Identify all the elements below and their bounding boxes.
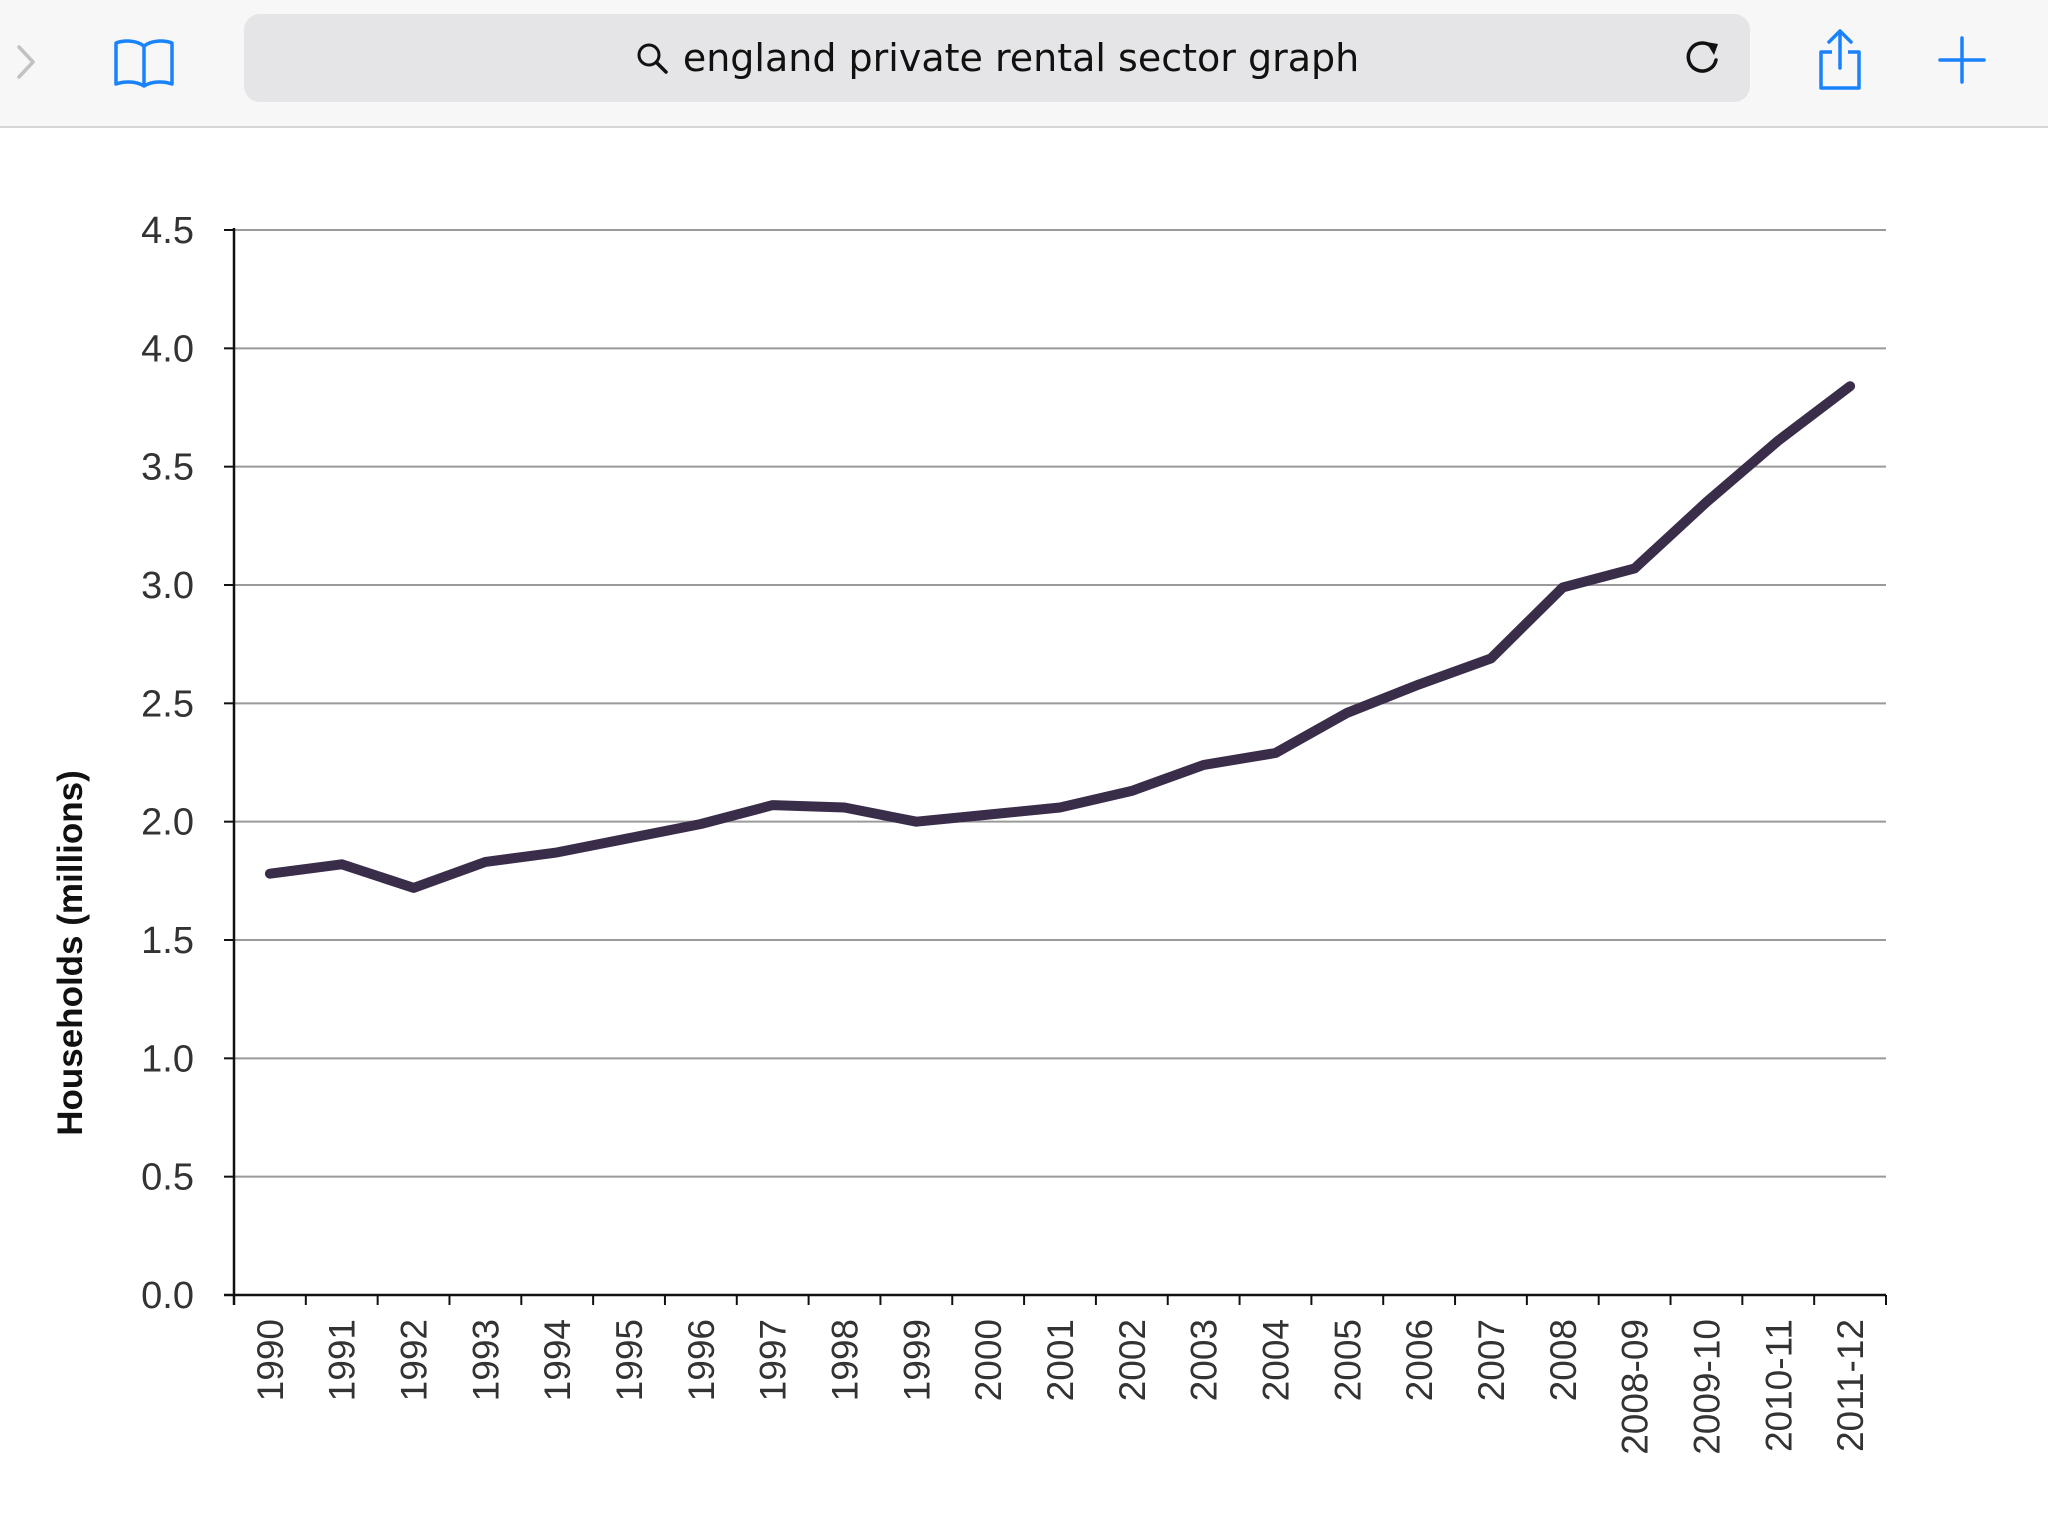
x-tick-label: 2006 — [1399, 1319, 1440, 1401]
x-tick-label: 2002 — [1112, 1319, 1153, 1401]
x-tick-label: 1995 — [609, 1319, 650, 1401]
x-tick-label: 2007 — [1471, 1319, 1512, 1401]
data-point — [625, 834, 633, 843]
chart-gridlines — [234, 229, 1886, 1178]
data-point — [1774, 436, 1783, 445]
browser-toolbar: england private rental sector graph — [0, 0, 2048, 128]
x-tick-label: 2008 — [1543, 1319, 1584, 1401]
data-point — [337, 860, 346, 869]
new-tab-button[interactable] — [1930, 24, 1994, 96]
x-tick-label: 1998 — [825, 1319, 866, 1401]
y-tick-label: 2.5 — [141, 683, 194, 725]
x-tick-label: 1993 — [465, 1319, 506, 1401]
series-line — [264, 381, 1856, 893]
data-point — [1056, 803, 1064, 812]
data-point — [1271, 749, 1280, 757]
address-bar[interactable]: england private rental sector graph — [244, 14, 1750, 102]
plus-icon — [1938, 36, 1986, 84]
x-tick-label: 1996 — [681, 1319, 722, 1401]
x-tick-label: 1990 — [250, 1319, 291, 1401]
data-point — [265, 869, 274, 878]
x-tick-label: 2003 — [1184, 1319, 1225, 1401]
share-button[interactable] — [1808, 24, 1872, 96]
y-tick-label: 4.5 — [141, 210, 194, 252]
x-tick-label: 1997 — [753, 1319, 794, 1401]
chevron-right-icon — [17, 45, 35, 79]
reload-button[interactable] — [1676, 32, 1728, 84]
y-tick-label: 0.0 — [141, 1275, 194, 1317]
bookmarks-button[interactable] — [106, 28, 182, 96]
search-icon — [637, 43, 668, 74]
x-tick-label: 1994 — [537, 1319, 578, 1401]
data-point — [1846, 382, 1855, 391]
x-tick-label: 2009-10 — [1686, 1319, 1727, 1455]
chart-axes — [224, 228, 1887, 1305]
data-point — [1702, 498, 1711, 507]
x-tick-label: 2008-09 — [1615, 1319, 1656, 1455]
line-chart: 0.00.51.01.52.02.53.03.54.04.5 1990 1991 1… — [51, 210, 1887, 1455]
x-tick-label: 1992 — [394, 1319, 435, 1401]
x-tick-label: 1999 — [896, 1319, 937, 1401]
y-tick-labels: 0.0 0.5 1.0 1.5 2.0 2.5 3.0 3.5 4.0 4.5 — [141, 210, 194, 1317]
data-point — [1127, 786, 1136, 795]
x-tick-label: 2004 — [1255, 1319, 1296, 1401]
reload-icon — [1686, 41, 1718, 73]
data-point — [696, 820, 705, 828]
x-tick-label: 2005 — [1327, 1319, 1368, 1401]
x-tick-label: 2011-12 — [1830, 1319, 1871, 1452]
x-tick-labels: 1990 1991 1992 1993 1994 1995 1996 1997 1998 1999… — [250, 1319, 1871, 1455]
data-point — [984, 810, 993, 819]
book-icon — [114, 39, 174, 88]
y-tick-label: 4.0 — [141, 328, 194, 370]
y-axis-label: Households (millions) — [51, 770, 90, 1136]
data-point — [1199, 760, 1208, 769]
data-point — [1343, 708, 1352, 717]
y-tick-label: 1.0 — [141, 1038, 194, 1080]
x-tick-label: 2001 — [1040, 1319, 1081, 1401]
data-point — [1558, 583, 1567, 592]
data-point — [553, 848, 562, 857]
y-tick-label: 1.5 — [141, 920, 194, 962]
y-tick-label: 2.0 — [141, 802, 194, 844]
data-point — [768, 801, 777, 810]
data-point — [1487, 654, 1495, 663]
chart-series — [264, 381, 1856, 893]
y-tick-label: 0.5 — [141, 1157, 194, 1199]
y-tick-label: 3.0 — [141, 565, 194, 607]
data-point — [481, 857, 490, 866]
data-point — [1415, 680, 1424, 689]
x-tick-label: 2000 — [968, 1319, 1009, 1401]
data-point — [840, 803, 849, 812]
x-tick-label: 1991 — [322, 1319, 363, 1401]
data-point — [912, 817, 921, 826]
x-tick-label: 2010-11 — [1758, 1319, 1799, 1452]
y-tick-label: 3.5 — [141, 447, 194, 489]
data-point — [409, 883, 418, 892]
url-text: england private rental sector graph — [682, 36, 1360, 80]
share-icon — [1819, 29, 1861, 90]
data-point — [1630, 564, 1639, 573]
forward-button[interactable] — [6, 32, 46, 92]
